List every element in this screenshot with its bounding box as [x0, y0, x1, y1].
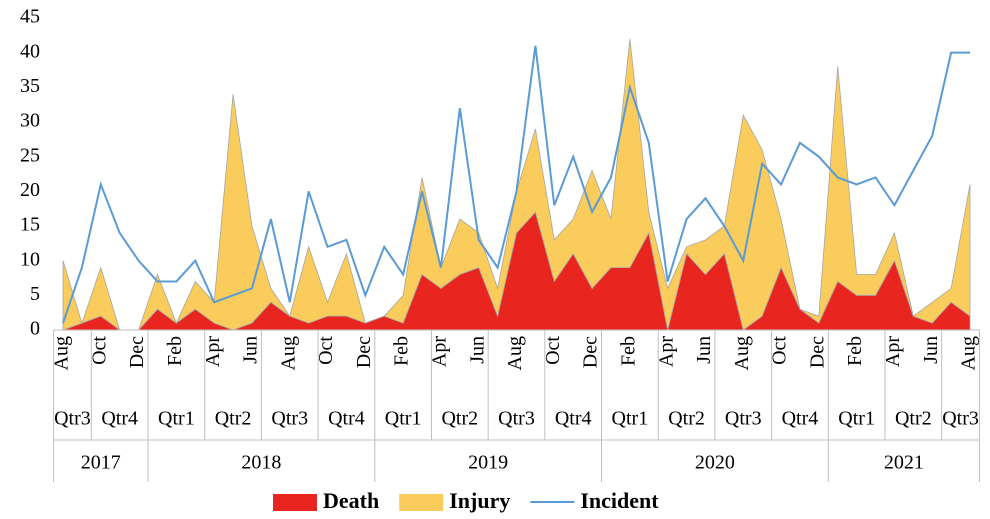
legend-label: Death — [323, 488, 379, 513]
x-tick-label: Feb — [391, 336, 413, 366]
y-tick-label: 10 — [20, 248, 40, 270]
quarters-label: Qtr1 — [385, 408, 422, 430]
quarters-label: Qtr4 — [555, 408, 592, 430]
y-tick-label: 0 — [30, 318, 40, 340]
y-tick-label: 35 — [20, 75, 40, 97]
x-tick-label: Oct — [88, 336, 110, 365]
quarters-label: Qtr2 — [895, 408, 932, 430]
quarters-label: Qtr3 — [725, 408, 762, 430]
x-tick-label: Aug — [958, 336, 980, 370]
x-tick-label: Apr — [202, 336, 224, 367]
quarters-label: Qtr3 — [54, 408, 91, 430]
quarters-label: Qtr1 — [612, 408, 649, 430]
x-tick-label: Aug — [51, 336, 73, 370]
x-tick-label: Aug — [731, 336, 753, 370]
y-tick-label: 45 — [20, 6, 40, 28]
quarters-label: Qtr4 — [782, 408, 819, 430]
y-tick-label: 20 — [20, 179, 40, 201]
x-tick-label: Dec — [353, 336, 375, 368]
x-tick-label: Jun — [466, 336, 488, 364]
years-label: 2020 — [695, 452, 735, 474]
quarters-label: Qtr2 — [441, 408, 478, 430]
x-tick-label: Dec — [580, 336, 602, 368]
x-tick-label: Aug — [504, 336, 526, 370]
y-tick-label: 25 — [20, 144, 40, 166]
line — [62, 45, 970, 324]
legend-label: Injury — [449, 488, 510, 513]
x-tick-label: Jun — [240, 336, 262, 364]
quarters-label: Qtr2 — [668, 408, 705, 430]
quarters-label: Qtr4 — [101, 408, 138, 430]
quarters-label: Qtr3 — [942, 408, 979, 430]
years-label: 2018 — [241, 452, 281, 474]
y-tick-label: 40 — [20, 40, 40, 62]
x-tick-label: Apr — [429, 336, 451, 367]
years-label: 2019 — [468, 452, 508, 474]
x-tick-label: Feb — [164, 336, 186, 366]
x-tick-label: Dec — [806, 336, 828, 368]
legend-label: Incident — [580, 488, 659, 513]
x-tick-label: Oct — [769, 336, 791, 365]
y-tick-label: 5 — [30, 283, 40, 305]
quarters-label: Qtr4 — [328, 408, 365, 430]
x-tick-label: Apr — [882, 336, 904, 367]
x-tick-label: Dec — [126, 336, 148, 368]
legend-swatch — [399, 494, 444, 511]
quarters-label: Qtr3 — [498, 408, 535, 430]
quarters-label: Qtr3 — [271, 408, 308, 430]
quarters-label: Qtr2 — [215, 408, 252, 430]
x-tick-label: Jun — [920, 336, 942, 364]
quarters-label: Qtr1 — [158, 408, 195, 430]
years-label: 2017 — [81, 452, 121, 474]
x-tick-label: Feb — [617, 336, 639, 366]
x-tick-label: Aug — [277, 336, 299, 370]
y-tick-label: 30 — [20, 110, 40, 132]
x-tick-label: Oct — [542, 336, 564, 365]
quarters-label: Qtr1 — [838, 408, 875, 430]
y-tick-label: 15 — [20, 214, 40, 236]
years-label: 2021 — [884, 452, 924, 474]
x-tick-label: Oct — [315, 336, 337, 365]
x-tick-label: Feb — [844, 336, 866, 366]
legend-swatch — [273, 494, 317, 511]
x-tick-label: Apr — [655, 336, 677, 367]
x-tick-label: Jun — [693, 336, 715, 364]
